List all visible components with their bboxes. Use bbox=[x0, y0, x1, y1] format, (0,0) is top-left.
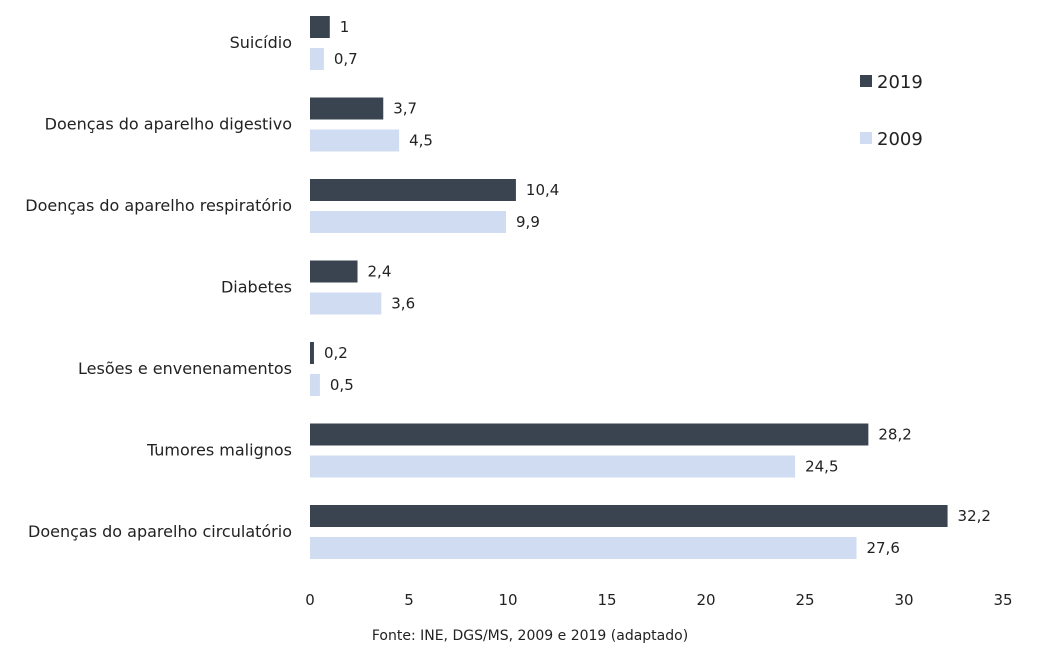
x-tick-label-20: 20 bbox=[696, 591, 715, 609]
x-tick-label-5: 5 bbox=[404, 591, 414, 609]
bar-tumores-malignos-2009 bbox=[310, 455, 796, 478]
bar-doencas-do-aparelho-respiratorio-2009 bbox=[310, 211, 507, 233]
bar-diabetes-2009 bbox=[310, 292, 382, 315]
bar-tumores-malignos-2019 bbox=[310, 423, 869, 446]
value-label-doencas-do-aparelho-respiratorio-2009: 9,9 bbox=[516, 213, 540, 231]
bar-doencas-do-aparelho-respiratorio-2019 bbox=[310, 179, 516, 201]
bar-doencas-do-aparelho-circulatorio-2019 bbox=[310, 505, 948, 527]
legend: 2019 2009 bbox=[860, 72, 923, 150]
value-labels: 1 0,7 3,7 4,5 10,4 9,9 2,4 3,6 0,2 0,5 28,2 24,5 32,… bbox=[324, 18, 991, 557]
bars-group bbox=[310, 16, 948, 559]
legend-label-2019: 2019 bbox=[877, 72, 923, 93]
category-label-doencas-do-aparelho-respiratorio: Doenças do aparelho respiratório bbox=[25, 196, 292, 215]
value-label-diabetes-2009: 3,6 bbox=[391, 295, 415, 313]
x-tick-label-25: 25 bbox=[795, 591, 814, 609]
bar-lesoes-e-envenenamentos-2019 bbox=[310, 342, 314, 364]
bar-doencas-do-aparelho-digestivo-2009 bbox=[310, 129, 400, 152]
x-tick-label-0: 0 bbox=[305, 591, 315, 609]
category-label-doencas-do-aparelho-digestivo: Doenças do aparelho digestivo bbox=[45, 115, 292, 134]
category-label-tumores-malignos: Tumores malignos bbox=[146, 441, 292, 460]
bar-suicidio-2019 bbox=[310, 16, 330, 38]
x-tick-label-15: 15 bbox=[597, 591, 616, 609]
category-label-doencas-do-aparelho-circulatorio: Doenças do aparelho circulatório bbox=[28, 522, 292, 541]
category-label-suicidio: Suicídio bbox=[230, 33, 292, 52]
bar-diabetes-2019 bbox=[310, 260, 358, 283]
value-label-doencas-do-aparelho-circulatorio-2019: 32,2 bbox=[958, 507, 991, 525]
legend-label-2009: 2009 bbox=[877, 129, 923, 150]
legend-swatch-2019 bbox=[860, 75, 872, 87]
value-label-tumores-malignos-2019: 28,2 bbox=[878, 426, 911, 444]
value-label-suicidio-2019: 1 bbox=[340, 18, 350, 36]
value-label-lesoes-e-envenenamentos-2019: 0,2 bbox=[324, 344, 348, 362]
category-label-diabetes: Diabetes bbox=[221, 278, 292, 297]
value-label-doencas-do-aparelho-respiratorio-2019: 10,4 bbox=[526, 181, 559, 199]
source-note: Fonte: INE, DGS/MS, 2009 e 2019 (adaptad… bbox=[372, 628, 688, 644]
bar-lesoes-e-envenenamentos-2009 bbox=[310, 374, 320, 396]
value-label-doencas-do-aparelho-circulatorio-2009: 27,6 bbox=[866, 539, 899, 557]
category-labels: Suicídio Doenças do aparelho digestivo Doe… bbox=[25, 33, 292, 541]
x-tick-label-10: 10 bbox=[498, 591, 517, 609]
value-label-doencas-do-aparelho-digestivo-2019: 3,7 bbox=[393, 100, 417, 118]
bar-suicidio-2009 bbox=[310, 48, 324, 70]
legend-swatch-2009 bbox=[860, 132, 872, 144]
x-tick-label-35: 35 bbox=[993, 591, 1012, 609]
value-label-suicidio-2009: 0,7 bbox=[334, 50, 358, 68]
x-axis-ticks: 0 5 10 15 20 25 30 35 bbox=[305, 591, 1012, 609]
value-label-lesoes-e-envenenamentos-2009: 0,5 bbox=[330, 376, 354, 394]
bar-doencas-do-aparelho-digestivo-2019 bbox=[310, 97, 384, 120]
bar-doencas-do-aparelho-circulatorio-2009 bbox=[310, 537, 857, 559]
value-label-diabetes-2019: 2,4 bbox=[368, 263, 392, 281]
value-label-doencas-do-aparelho-digestivo-2009: 4,5 bbox=[409, 132, 433, 150]
value-label-tumores-malignos-2009: 24,5 bbox=[805, 458, 838, 476]
x-tick-label-30: 30 bbox=[894, 591, 913, 609]
category-label-lesoes-e-envenenamentos: Lesões e envenenamentos bbox=[78, 359, 292, 378]
